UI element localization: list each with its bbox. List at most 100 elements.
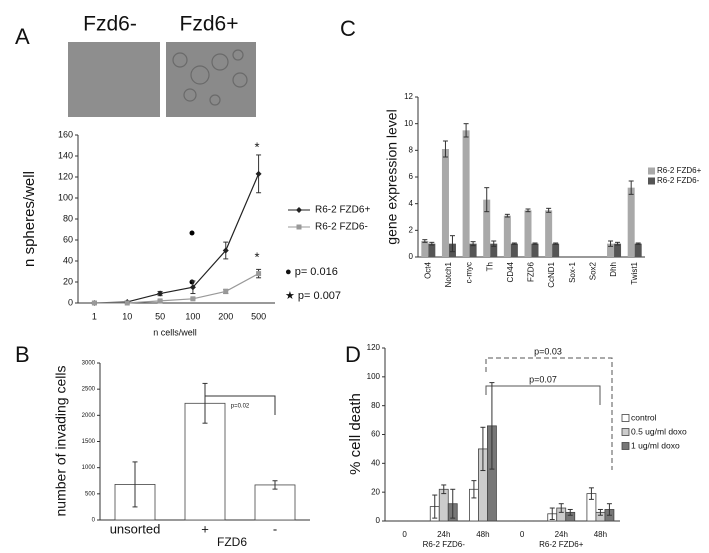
panel-label: C: [340, 16, 356, 41]
y-tick-label: 160: [58, 129, 73, 139]
y-tick-label: 1000: [82, 465, 96, 471]
bar: [524, 210, 532, 257]
x-axis-label: FZD6: [217, 535, 247, 549]
x-tick-label: 200: [218, 311, 233, 321]
y-tick-label: 80: [371, 401, 380, 410]
bar: [483, 199, 491, 257]
bar: [421, 241, 429, 257]
y-tick-label: 3000: [82, 361, 96, 367]
x-tick-label: +: [201, 521, 209, 536]
y-tick-label: 0: [68, 297, 73, 307]
marker: [157, 298, 163, 304]
y-tick-label: 100: [58, 192, 73, 202]
legend-swatch: [621, 428, 630, 436]
marker: [124, 300, 130, 306]
bar: [254, 484, 296, 521]
y-tick-label: 120: [367, 343, 381, 352]
significance-bracket: [485, 385, 601, 405]
significance-bracket: [485, 357, 613, 470]
y-axis-label: gene expression level: [384, 109, 400, 244]
x-tick-label: 10: [122, 311, 132, 321]
legend-label: R6-2 FZD6+: [657, 166, 702, 175]
x-tick-label: Oct4: [423, 261, 432, 278]
line: [94, 273, 259, 304]
bar: [462, 130, 470, 257]
x-tick-label: 1: [92, 311, 97, 321]
bar: [510, 243, 518, 257]
panel-label: D: [345, 342, 361, 367]
annotation: p=0.03: [534, 346, 562, 356]
y-tick-label: 4: [409, 199, 414, 208]
bar: [607, 243, 615, 257]
y-tick-label: 0: [92, 518, 96, 524]
y-tick-label: 6: [409, 172, 414, 181]
x-tick-label: CcND1: [547, 261, 556, 287]
annotation: p=0.07: [529, 374, 557, 384]
svg-text:*: *: [254, 249, 259, 264]
image-label: Fzd6+: [180, 13, 239, 36]
annotation: p=0.02: [231, 404, 250, 410]
bar: [469, 243, 477, 257]
y-tick-label: 40: [63, 255, 73, 265]
group-label: R6-2 FZD6-: [423, 540, 466, 549]
x-tick-label: 24h: [555, 530, 568, 539]
significance-markers: * *: [189, 139, 260, 285]
y-tick-label: 0: [376, 516, 381, 525]
x-tick-label: c-myc: [465, 262, 474, 283]
x-tick-label: 50: [155, 311, 165, 321]
y-axis-label: n spheres/well: [21, 171, 38, 267]
x-tick-label: 0: [520, 530, 525, 539]
marker: [256, 271, 262, 277]
y-tick-label: 120: [58, 171, 73, 181]
marker: [157, 290, 164, 297]
marker: [223, 288, 229, 294]
y-tick-label: 8: [409, 145, 414, 154]
bar: [634, 243, 642, 257]
image-label: Fzd6-: [83, 13, 137, 36]
bar: [428, 243, 436, 257]
legend-swatch: [621, 414, 630, 422]
legend-label: R6-2 FZD6+: [315, 205, 370, 216]
legend-label: R6-2 FZD6-: [657, 176, 700, 185]
y-tick-label: 0: [409, 252, 414, 261]
y-tick-label: 100: [367, 372, 381, 381]
y-tick-label: 20: [371, 487, 380, 496]
x-tick-label: Twist1: [630, 261, 639, 284]
x-tick-label: Dhh: [609, 262, 618, 277]
bar: [545, 210, 553, 257]
y-tick-label: 40: [371, 458, 380, 467]
y-tick-label: 20: [63, 276, 73, 286]
bar: [552, 243, 560, 257]
y-tick-label: 12: [404, 92, 413, 101]
x-tick-label: 500: [251, 311, 266, 321]
y-axis-label: % cell death: [347, 393, 364, 475]
legend-swatch: [648, 167, 655, 175]
marker: [255, 170, 262, 177]
x-tick-label: 48h: [476, 530, 489, 539]
group-label: R6-2 FZD6+: [539, 540, 584, 549]
legend-swatch: [621, 442, 630, 450]
y-tick-label: 500: [85, 491, 96, 497]
x-tick-label: Th: [485, 262, 494, 271]
bar: [627, 187, 635, 257]
y-tick-label: 140: [58, 150, 73, 160]
bar: [531, 243, 539, 257]
y-axis-label: number of invading cells: [53, 366, 69, 517]
line: [94, 173, 260, 304]
marker: [189, 284, 196, 291]
x-tick-label: Sox-1: [568, 261, 577, 282]
y-tick-label: 1500: [82, 439, 96, 445]
legend-label: 0.5 ug/ml doxo: [631, 426, 687, 436]
y-tick-label: 80: [63, 213, 73, 223]
x-tick-label: Notch1: [444, 261, 453, 287]
x-tick-label: CD44: [506, 261, 515, 282]
marker: [190, 296, 196, 302]
legend-marker: [296, 207, 302, 213]
marker: [222, 247, 229, 254]
x-tick-label: 24h: [437, 530, 450, 539]
y-tick-label: 10: [404, 119, 413, 128]
x-tick-label: -: [273, 521, 277, 536]
bar: [503, 215, 511, 257]
y-tick-label: 60: [371, 430, 380, 439]
